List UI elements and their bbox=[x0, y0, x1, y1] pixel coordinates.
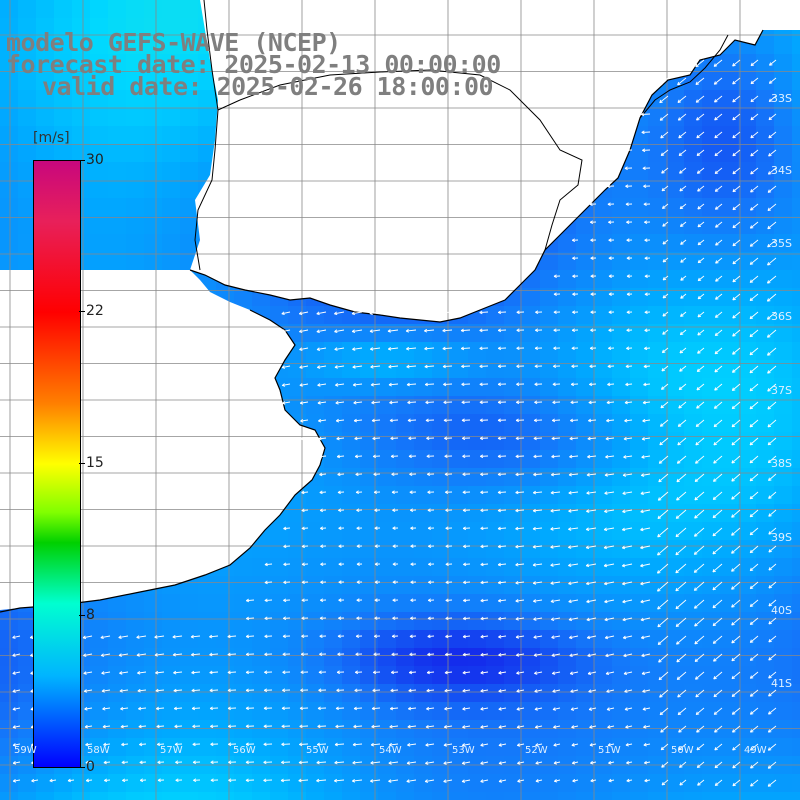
coastline-argentina bbox=[0, 309, 326, 613]
legend-tick-label: 15 bbox=[86, 455, 104, 471]
legend-tick-label: 0 bbox=[86, 759, 95, 775]
lon-label: 59W bbox=[14, 745, 37, 756]
lon-label: 57W bbox=[160, 745, 183, 756]
lon-label: 51W bbox=[598, 745, 621, 756]
lon-label: 50W bbox=[671, 745, 694, 756]
lon-label: 58W bbox=[87, 745, 110, 756]
legend-tick-mark bbox=[79, 615, 85, 616]
wind-vectors bbox=[12, 59, 777, 787]
coastline bbox=[0, 0, 764, 613]
lat-label: 36S bbox=[771, 310, 792, 323]
valid-date: valid date: 2025-02-26 18:00:00 bbox=[42, 72, 494, 101]
land-north bbox=[0, 0, 800, 322]
land-mass bbox=[0, 0, 800, 610]
map-title: modelo GEFS-WAVE (NCEP) bbox=[6, 28, 341, 57]
lagoon-outline bbox=[639, 34, 729, 119]
legend-unit: [m/s] bbox=[33, 130, 70, 146]
legend-tick-mark bbox=[79, 767, 85, 768]
coastline-brazil bbox=[189, 29, 764, 323]
lat-label: 37S bbox=[771, 384, 792, 397]
lat-label: 41S bbox=[771, 677, 792, 690]
land-uruguay-argentina bbox=[0, 270, 325, 610]
lat-label: 38S bbox=[771, 457, 792, 470]
lat-label: 40S bbox=[771, 604, 792, 617]
legend-tick-mark bbox=[79, 160, 85, 161]
lon-label: 52W bbox=[525, 745, 548, 756]
legend-tick-mark bbox=[79, 463, 85, 464]
lon-label: 53W bbox=[452, 745, 475, 756]
lat-label: 34S bbox=[771, 164, 792, 177]
lat-label: 35S bbox=[771, 237, 792, 250]
lon-label: 49W bbox=[744, 745, 767, 756]
lon-label: 54W bbox=[379, 745, 402, 756]
color-scale-bar bbox=[33, 160, 81, 768]
border-inland bbox=[217, 69, 583, 251]
legend-tick-label: 30 bbox=[86, 152, 104, 168]
legend-tick-label: 8 bbox=[86, 607, 95, 623]
legend-tick-mark bbox=[79, 311, 85, 312]
border-river bbox=[194, 0, 219, 271]
forecast-date: forecast date: 2025-02-13 00:00:00 bbox=[6, 50, 501, 79]
lon-label: 55W bbox=[306, 745, 329, 756]
legend-tick-label: 22 bbox=[86, 303, 104, 319]
lat-label: 33S bbox=[771, 92, 792, 105]
lat-label: 39S bbox=[771, 531, 792, 544]
lon-label: 56W bbox=[233, 745, 256, 756]
